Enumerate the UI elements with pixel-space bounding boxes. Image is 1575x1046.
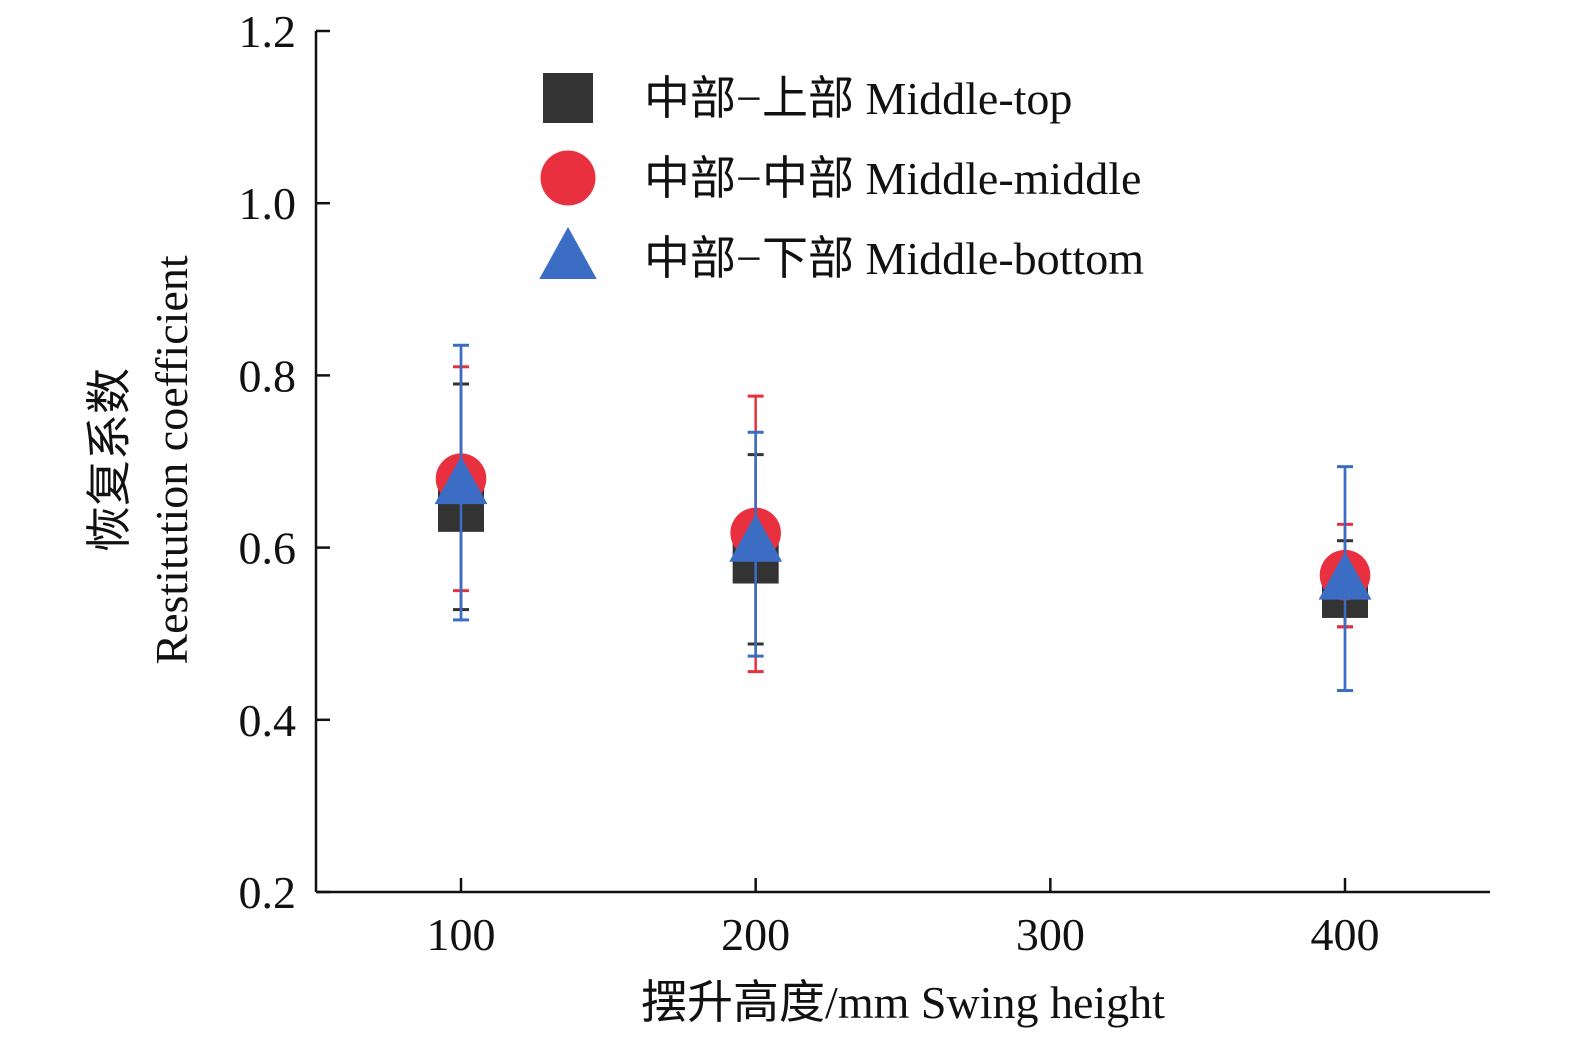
legend-label: 中部−上部 Middle-top [644, 73, 1072, 124]
legend-label: 中部−中部 Middle-middle [644, 153, 1141, 204]
y-tick-label: 0.2 [239, 867, 297, 918]
x-tick-label: 300 [1016, 909, 1085, 960]
x-tick-label: 100 [427, 909, 496, 960]
ticks: 0.2 0.4 0.6 0.8 1.0 1.2 100 200 300 400 [239, 6, 1380, 960]
y-tick-label: 0.4 [239, 695, 297, 746]
x-tick-label: 400 [1311, 909, 1380, 960]
x-tick-label: 200 [721, 909, 790, 960]
y-tick-label: 0.6 [239, 523, 297, 574]
axes [314, 31, 1490, 894]
y-tick-label: 0.8 [239, 350, 297, 401]
legend: 中部−上部 Middle-top 中部−中部 Middle-middle 中部−下部… [539, 73, 1144, 284]
error-bars [453, 343, 1353, 693]
y-tick-label: 1.2 [239, 6, 297, 57]
legend-marker-circle [540, 150, 596, 206]
legend-marker-square [543, 73, 593, 123]
data-markers [434, 345, 1372, 691]
legend-label: 中部−下部 Middle-bottom [644, 233, 1144, 284]
y-axis-title-cn: 恢复系数 [84, 368, 135, 552]
y-tick-label: 1.0 [239, 178, 297, 229]
y-axis-title: 恢复系数 Restitution coefficient [84, 255, 197, 664]
y-axis-title-en: Restitution coefficient [146, 255, 197, 664]
x-axis-title: 摆升高度/mm Swing height [641, 977, 1165, 1028]
legend-marker-triangle [539, 227, 597, 279]
